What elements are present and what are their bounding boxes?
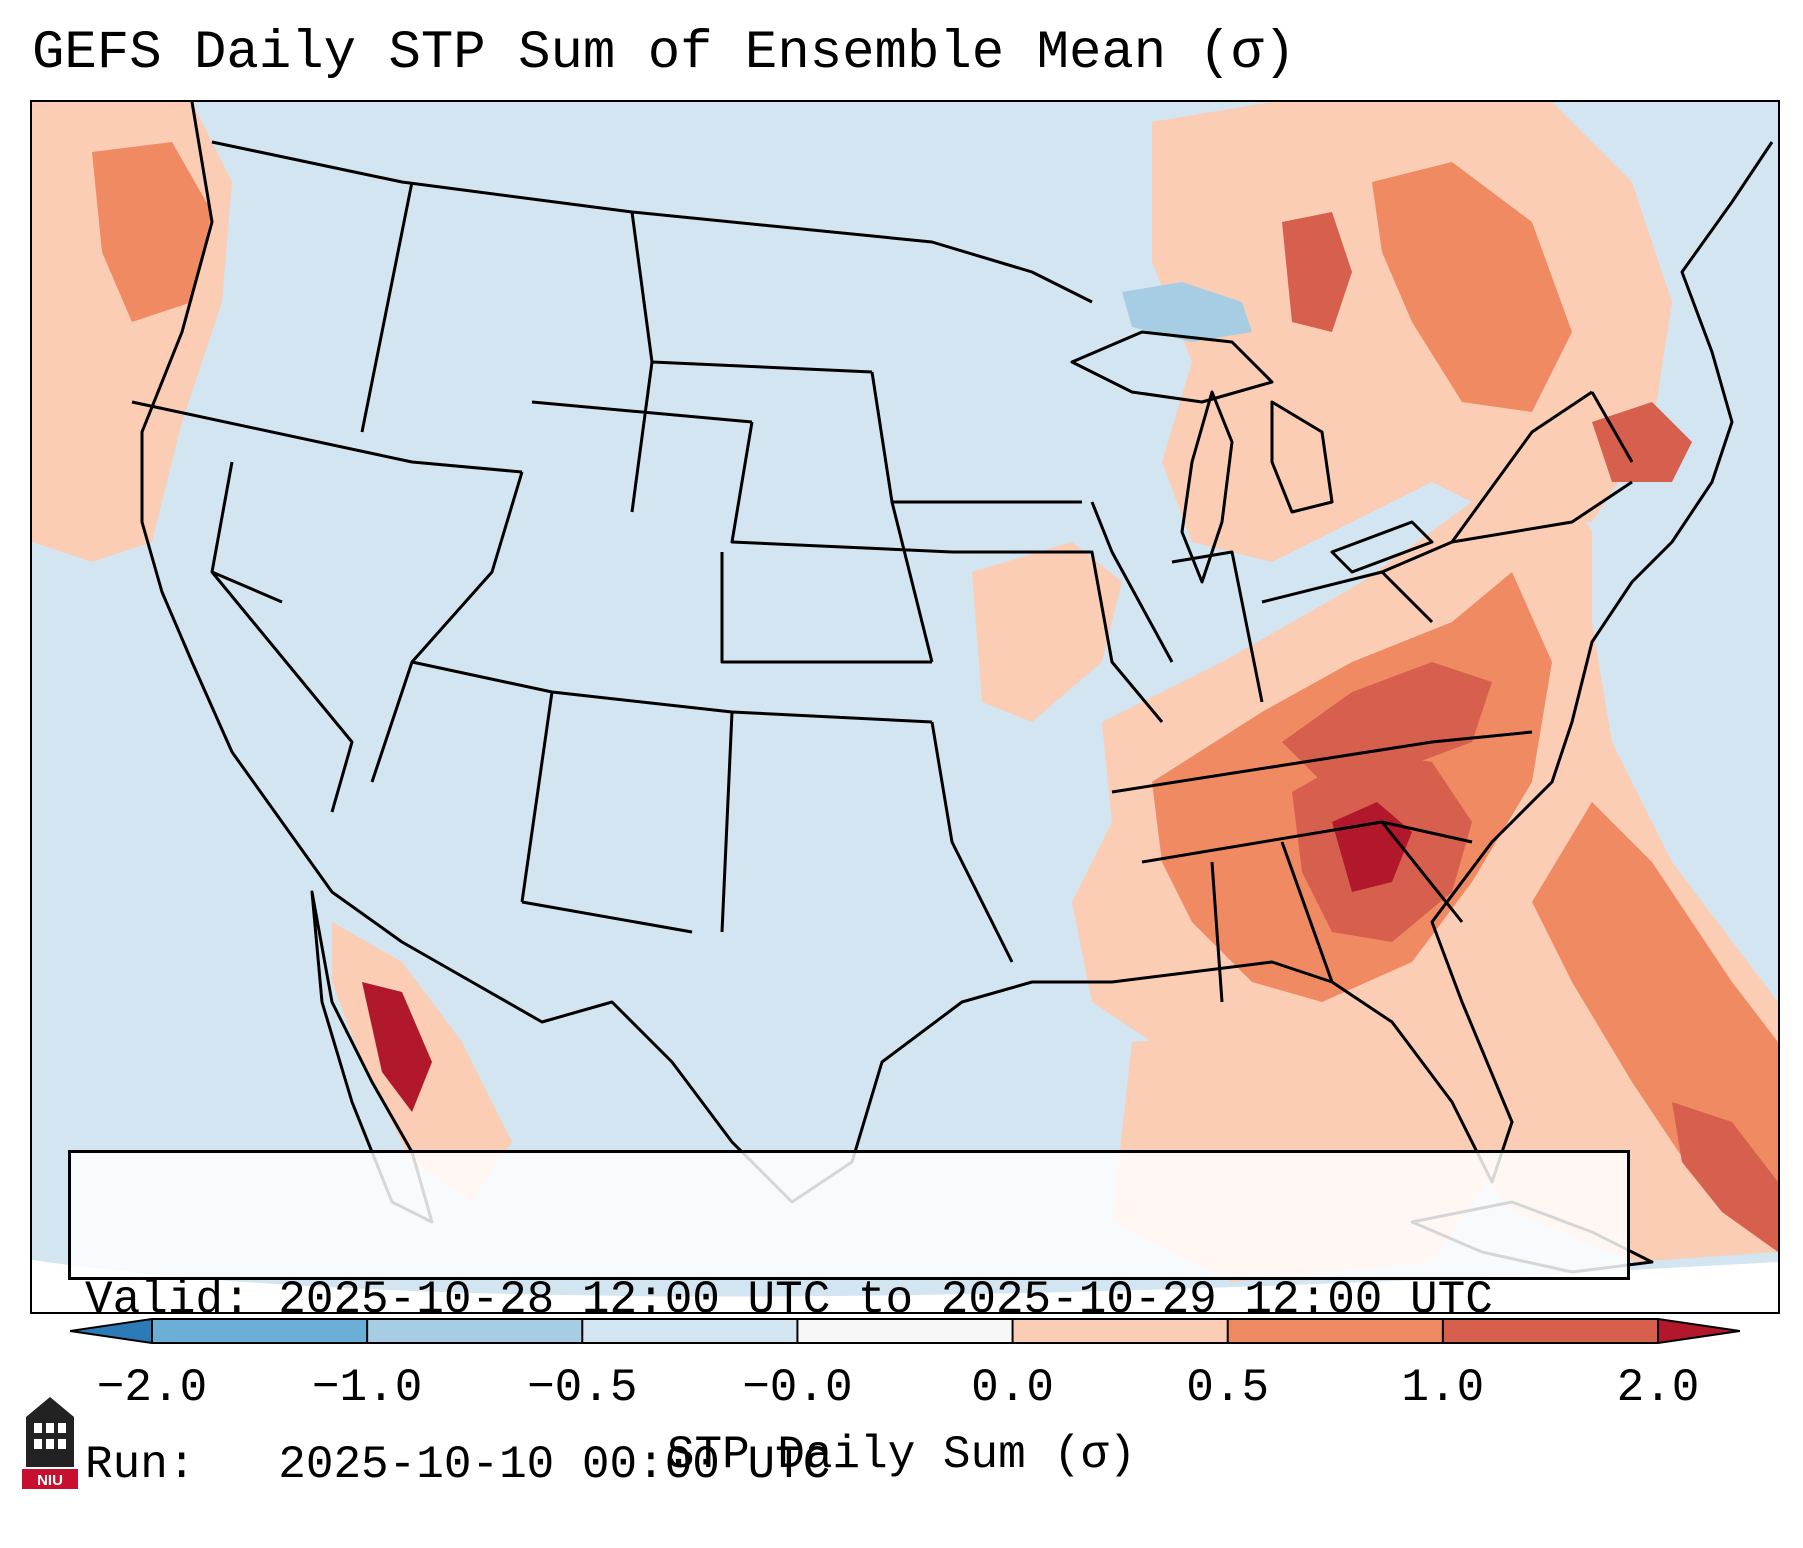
colorbar-bin xyxy=(152,1319,368,1343)
colorbar-tick-label: 0.0 xyxy=(971,1362,1054,1414)
state-lines xyxy=(131,181,1634,1003)
colorbar-bin xyxy=(1227,1319,1444,1343)
colorbar-label: STP Daily Sum (σ) xyxy=(666,1429,1137,1481)
colorbar-extend-low xyxy=(70,1319,152,1343)
colorbar-bin xyxy=(1442,1319,1659,1343)
map-title: GEFS Daily STP Sum of Ensemble Mean (σ) xyxy=(32,23,1296,84)
logo-windows xyxy=(34,1423,66,1449)
zone-bahamas xyxy=(1672,1102,1778,1252)
colorbar-bin xyxy=(797,1319,1014,1343)
valid-period: Valid: 2025-10-28 12:00 UTC to 2025-10-2… xyxy=(85,1274,1493,1326)
colorbar xyxy=(70,1318,1740,1344)
zone-gulf-california-core xyxy=(362,982,432,1112)
colorbar-tick-label: −1.0 xyxy=(311,1362,423,1414)
map-panel xyxy=(30,100,1780,1314)
canada-border xyxy=(211,140,1093,304)
run-time: Run: 2025-10-10 00:00 UTC xyxy=(85,1439,831,1491)
info-box: Valid: 2025-10-28 12:00 UTC to 2025-10-2… xyxy=(68,1150,1630,1491)
colorbar-bin xyxy=(367,1319,583,1343)
positive-anomaly-zones xyxy=(32,102,1778,1282)
colorbar-outline xyxy=(70,1318,1740,1344)
colorbar-tick-label: −0.0 xyxy=(742,1362,853,1414)
lake-huron xyxy=(1270,400,1334,514)
zone-lake-superior xyxy=(1122,282,1252,342)
colorbar-tick-label: 1.0 xyxy=(1401,1362,1485,1414)
zone-midwest xyxy=(972,542,1122,722)
niu-logo: NIU xyxy=(22,1397,78,1489)
colorbar-bin xyxy=(1012,1319,1229,1343)
logo-text: NIU xyxy=(37,1472,63,1489)
colorbar-extend-high xyxy=(1658,1319,1740,1343)
lake-erie xyxy=(1330,520,1434,574)
projection-edge xyxy=(32,1260,1778,1312)
colorbar-tick-label: 0.5 xyxy=(1186,1362,1270,1414)
zone-newengland xyxy=(1592,402,1692,482)
colorbar-tick-label: 2.0 xyxy=(1616,1362,1700,1414)
zone-pacific-nw-mid xyxy=(92,142,212,322)
zone-ontario xyxy=(1282,212,1352,332)
zone-virginia xyxy=(1282,662,1492,782)
lake-michigan xyxy=(1180,390,1234,584)
colorbar-tick-marks xyxy=(151,1319,1659,1343)
colorbar-segments xyxy=(70,1319,1740,1343)
map-svg xyxy=(32,102,1778,1312)
colorbar-tick-label: −2.0 xyxy=(96,1362,208,1414)
colorbar-bin xyxy=(582,1319,798,1343)
lake-superior xyxy=(1070,330,1274,404)
logo-band xyxy=(22,1469,78,1489)
zone-northeast xyxy=(1152,102,1672,562)
zone-quebec xyxy=(1372,162,1572,412)
us-outline xyxy=(140,102,1774,1204)
colorbar-tick-label: −0.5 xyxy=(527,1362,638,1414)
